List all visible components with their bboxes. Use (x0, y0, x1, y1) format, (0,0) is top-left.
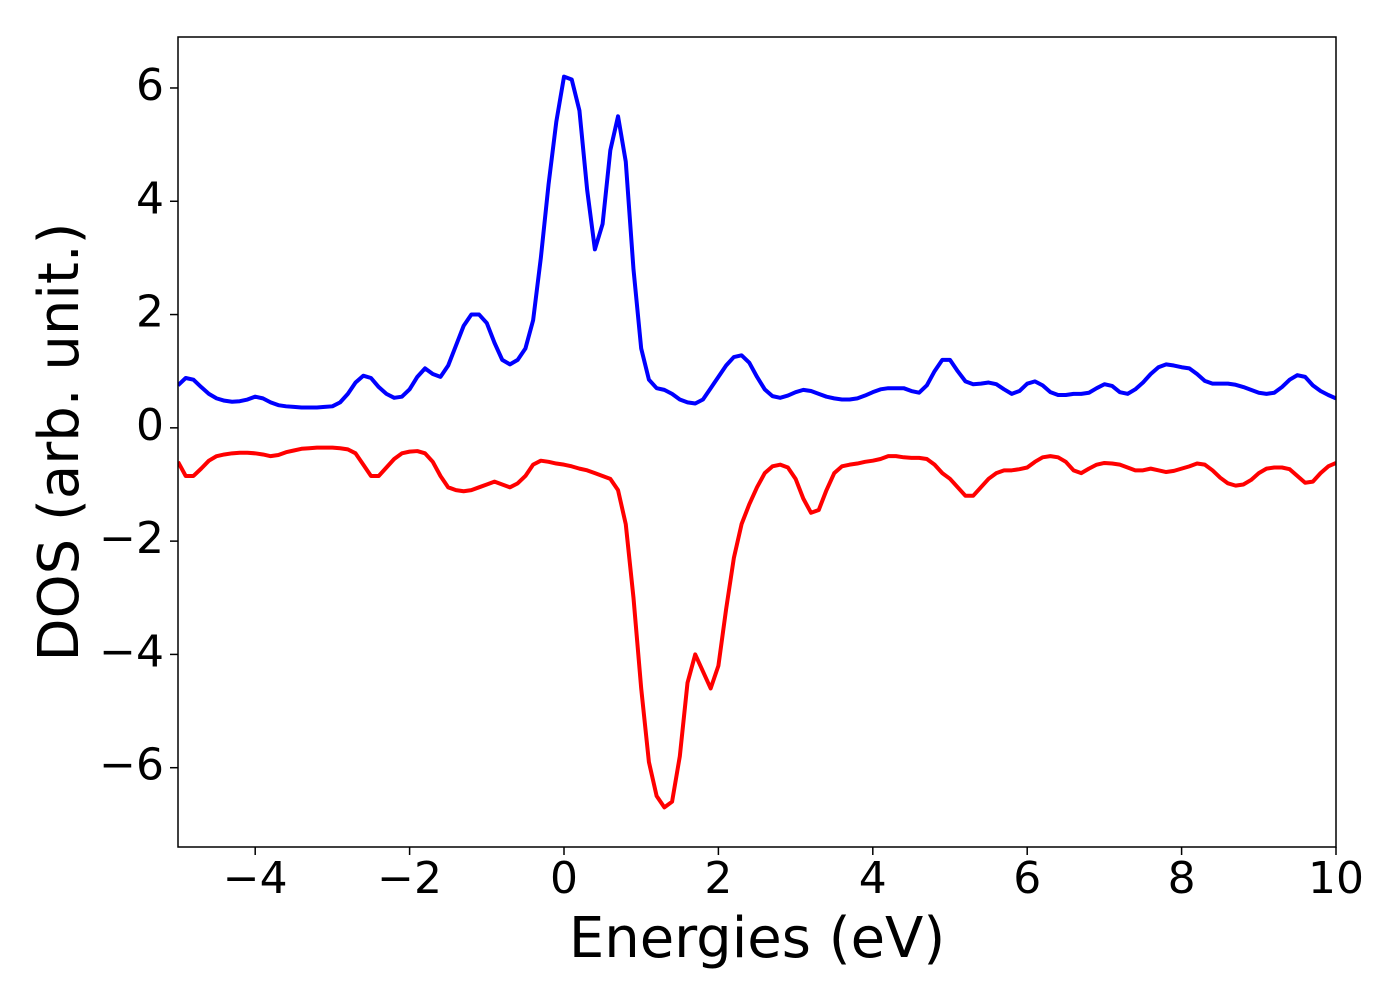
y-tick-label: 6 (136, 60, 164, 111)
x-axis-label: Energies (eV) (569, 906, 945, 971)
y-tick-label: 2 (136, 287, 164, 338)
x-tick-label: 10 (1308, 853, 1364, 904)
axes-frame (177, 36, 1337, 848)
y-axis-label: DOS (arb. unit.) (27, 222, 92, 661)
plot-area (178, 74, 1336, 810)
y-tick-label: 4 (136, 173, 164, 224)
x-tick-label: −4 (223, 853, 288, 904)
y-tick-label: 0 (136, 400, 164, 451)
x-tick-label: 2 (704, 853, 732, 904)
x-tick-label: 4 (859, 853, 887, 904)
x-tick-label: 6 (1013, 853, 1041, 904)
y-tick-label: −6 (99, 740, 164, 791)
series-line (178, 74, 1336, 410)
x-tick-label: 8 (1168, 853, 1196, 904)
y-tick-label: −2 (99, 513, 164, 564)
x-tick-label: 0 (550, 853, 578, 904)
x-tick-label: −2 (377, 853, 442, 904)
series-line (178, 445, 1336, 810)
y-tick-label: −4 (99, 626, 164, 677)
